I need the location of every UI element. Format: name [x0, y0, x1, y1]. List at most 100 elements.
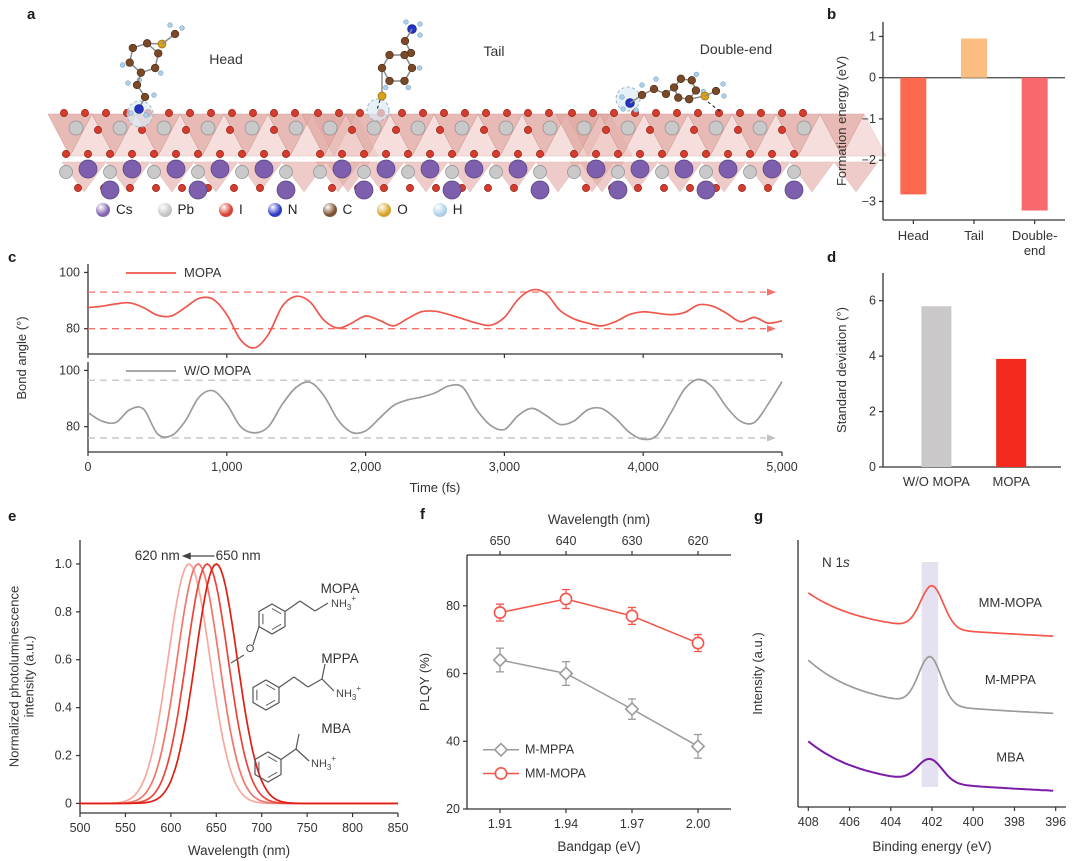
- svg-text:6: 6: [869, 294, 876, 308]
- panel-label-c: c: [8, 249, 17, 266]
- svg-text:80: 80: [446, 599, 460, 613]
- svg-text:MM-MOPA: MM-MOPA: [979, 595, 1043, 610]
- svg-text:60: 60: [446, 667, 460, 681]
- svg-text:end: end: [1024, 243, 1046, 258]
- svg-text:650 nm: 650 nm: [216, 548, 261, 563]
- panel-label-b: b: [827, 6, 837, 23]
- svg-text:80: 80: [66, 322, 80, 336]
- atom-legend-item: H: [432, 202, 463, 217]
- curve-W/O MOPA: [87, 378, 783, 441]
- panel-label-e: e: [8, 508, 17, 525]
- svg-text:1.94: 1.94: [554, 817, 578, 831]
- atom-sphere-icon: [219, 202, 234, 217]
- xps-curve-M-MPPA: [807, 655, 1054, 715]
- svg-text:0: 0: [869, 71, 876, 85]
- svg-text:Intensity (a.u.): Intensity (a.u.): [750, 632, 765, 714]
- svg-text:100: 100: [59, 363, 80, 377]
- svg-text:M-MPPA: M-MPPA: [985, 672, 1036, 687]
- svg-text:650: 650: [206, 821, 227, 835]
- bar-1: [961, 38, 987, 78]
- svg-text:620 nm: 620 nm: [135, 548, 180, 563]
- svg-text:1.97: 1.97: [620, 817, 644, 831]
- bar-0: [921, 306, 952, 467]
- svg-text:0: 0: [85, 460, 92, 474]
- svg-text:4: 4: [869, 349, 876, 363]
- svg-text:MOPA: MOPA: [992, 474, 1030, 489]
- svg-text:0.6: 0.6: [55, 653, 72, 667]
- svg-text:630: 630: [622, 534, 643, 548]
- svg-text:Bond angle (°): Bond angle (°): [14, 316, 29, 399]
- svg-text:MOPA: MOPA: [184, 265, 222, 280]
- svg-text:2,000: 2,000: [350, 460, 381, 474]
- photoluminescence-chart: 1.0 0.8 0.6 0.4 0.2 0 500 550 600 650 700 750 800 850…: [7, 540, 409, 858]
- structure-label: Tail: [483, 43, 504, 59]
- svg-text:−1: −1: [862, 112, 876, 126]
- svg-text:W/O MOPA: W/O MOPA: [184, 363, 251, 378]
- svg-text:396: 396: [1045, 815, 1066, 829]
- atom-legend-item: Pb: [157, 202, 194, 217]
- svg-text:650: 650: [490, 534, 511, 548]
- atom-sphere-icon: [267, 202, 282, 217]
- svg-text:700: 700: [251, 821, 272, 835]
- atom-legend-item: O: [377, 202, 408, 217]
- bar-1: [996, 358, 1027, 467]
- svg-text:Wavelength (nm): Wavelength (nm): [188, 843, 290, 858]
- svg-text:Time (fs): Time (fs): [410, 480, 461, 495]
- svg-text:400: 400: [963, 815, 984, 829]
- svg-text:500: 500: [70, 821, 91, 835]
- structure-double-end: Double-end: [555, 41, 887, 200]
- structure-head: Head: [47, 22, 379, 200]
- standard-deviation-chart: 0 2 4 6 W/O MOPA MOPA Standard deviation (°): [834, 273, 1061, 489]
- structure-tail: Tail: [301, 19, 633, 200]
- svg-text:MBA: MBA: [321, 721, 350, 736]
- atom-sphere-icon: [157, 202, 172, 217]
- curve-MOPA: [87, 288, 783, 349]
- pl-curve-650: [80, 562, 398, 805]
- svg-text:0: 0: [869, 460, 876, 474]
- svg-text:MBA: MBA: [996, 749, 1025, 764]
- svg-text:5,000: 5,000: [766, 460, 797, 474]
- svg-text:800: 800: [342, 821, 363, 835]
- svg-text:Double-: Double-: [1012, 228, 1058, 243]
- svg-text:2.00: 2.00: [686, 817, 710, 831]
- svg-text:750: 750: [297, 821, 318, 835]
- svg-text:4,000: 4,000: [628, 460, 659, 474]
- atom-sphere-icon: [432, 202, 447, 217]
- panel-label-a: a: [27, 6, 36, 23]
- svg-text:640: 640: [556, 534, 577, 548]
- series-MM-MOPA: [499, 598, 699, 644]
- svg-text:Wavelength (nm): Wavelength (nm): [548, 512, 650, 527]
- svg-text:−2: −2: [862, 153, 876, 167]
- bar-0: [900, 77, 927, 195]
- atom-sphere-icon: [377, 202, 392, 217]
- svg-text:0: 0: [65, 796, 72, 810]
- svg-text:620: 620: [688, 534, 709, 548]
- highlight-band: [921, 562, 939, 787]
- atom-sphere-icon: [322, 202, 337, 217]
- svg-text:398: 398: [1004, 815, 1025, 829]
- plqy-chart: 20 40 60 80 1.91 650 1.94 640 1.97 630 2.00 620 Wave…: [417, 512, 731, 854]
- svg-text:0.2: 0.2: [55, 749, 72, 763]
- svg-text:O: O: [246, 643, 255, 655]
- svg-text:3,000: 3,000: [489, 460, 520, 474]
- xps-curve-MBA: [807, 740, 1054, 792]
- panel-label-g: g: [754, 508, 764, 525]
- blue-shift-arrow-icon: [181, 552, 191, 560]
- bar-2: [1021, 77, 1048, 211]
- structure-label: Double-end: [700, 41, 772, 57]
- pl-curve-630: [80, 562, 398, 805]
- svg-text:1: 1: [869, 29, 876, 43]
- svg-text:MOPA: MOPA: [321, 581, 360, 596]
- svg-text:Standard deviation (°): Standard deviation (°): [834, 307, 849, 433]
- series-M-MPPA: [499, 659, 699, 747]
- svg-text:Formation energy (eV): Formation energy (eV): [834, 56, 849, 186]
- svg-text:0.4: 0.4: [55, 701, 72, 715]
- svg-text:850: 850: [388, 821, 409, 835]
- atom-legend-item: Cs: [96, 202, 133, 217]
- svg-text:40: 40: [446, 734, 460, 748]
- svg-text:Bandgap (eV): Bandgap (eV): [557, 839, 640, 854]
- svg-text:Normalized photoluminescencein: Normalized photoluminescenceintensity (a…: [7, 586, 37, 767]
- svg-text:MPPA: MPPA: [321, 651, 358, 666]
- atom-legend-item: I: [219, 202, 243, 217]
- structure-label: Head: [209, 51, 242, 67]
